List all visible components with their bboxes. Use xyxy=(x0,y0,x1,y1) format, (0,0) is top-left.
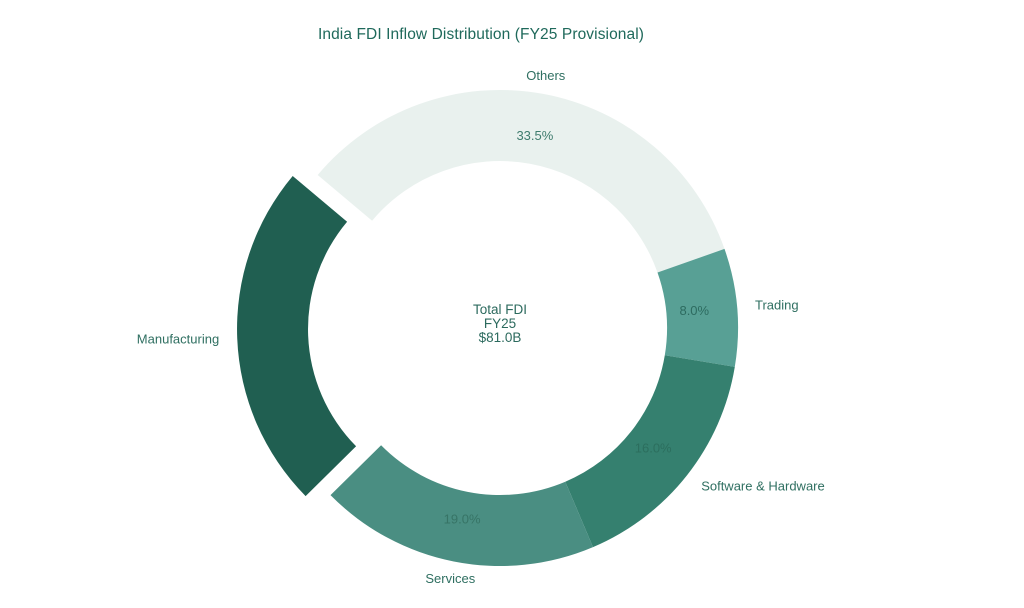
slice-label-services: Services xyxy=(425,571,475,586)
chart-title: India FDI Inflow Distribution (FY25 Prov… xyxy=(317,26,645,43)
pie-slice-software-hardware[interactable] xyxy=(565,355,735,548)
pie-slice-trading[interactable] xyxy=(657,248,739,367)
slice-label-software-hardware: Software & Hardware xyxy=(701,478,825,493)
slice-label-others: Others xyxy=(526,68,566,83)
center-label-line1: Total FDI xyxy=(472,302,527,317)
slice-pct-software-hardware: 16.0% xyxy=(635,441,672,456)
pie-slice-services[interactable] xyxy=(330,445,594,567)
pie-slice-manufacturing[interactable] xyxy=(237,176,357,497)
slice-pct-others: 33.5% xyxy=(516,128,553,143)
slice-pct-services: 19.0% xyxy=(444,511,481,526)
donut-center-label: Total FDI FY25 $81.0B xyxy=(400,303,600,345)
center-label-line2: FY25 xyxy=(483,316,517,331)
slice-pct-trading: 8.0% xyxy=(679,303,709,318)
slice-label-manufacturing: Manufacturing xyxy=(137,331,219,346)
pie-slice-others[interactable] xyxy=(317,89,725,273)
slice-label-trading: Trading xyxy=(755,298,799,313)
center-label-line3: $81.0B xyxy=(478,330,522,345)
